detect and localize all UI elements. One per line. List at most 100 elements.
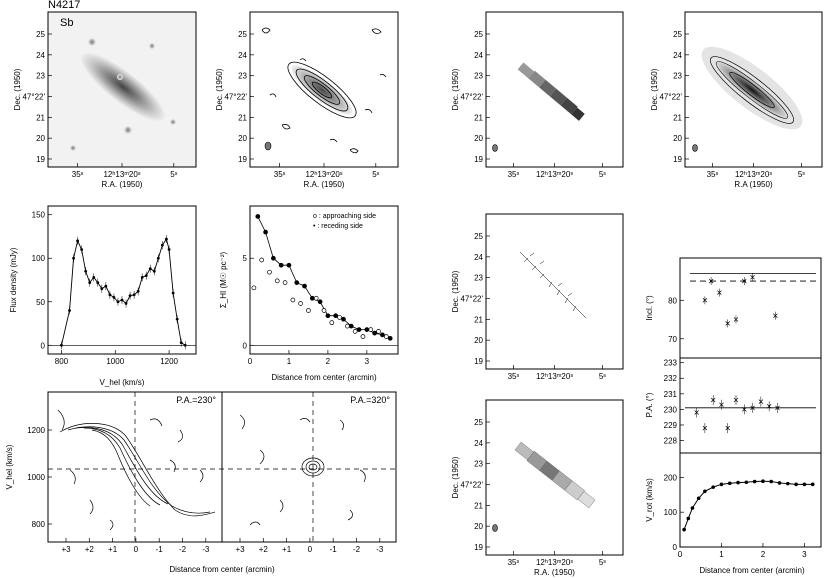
y-tick-label: 231 bbox=[664, 390, 678, 399]
receding-point bbox=[380, 332, 385, 338]
approaching-point bbox=[329, 320, 335, 326]
dec-tick-label: 47°22' bbox=[22, 93, 45, 102]
pv-offset-tick-label: -1 bbox=[330, 545, 338, 554]
dec-tick-label: 47°22' bbox=[460, 93, 483, 102]
y-tick-label: 233 bbox=[664, 359, 678, 368]
flux-density-axis-label: Flux density (mJy) bbox=[9, 247, 18, 312]
ra-tick-label: 12ʰ13ᵐ20ˢ bbox=[536, 170, 573, 179]
receding-point bbox=[333, 313, 339, 319]
receding-point bbox=[263, 229, 268, 235]
x-tick-label: 0 bbox=[678, 550, 683, 559]
rotation-point bbox=[719, 482, 724, 487]
pv-offset-tick-label: +1 bbox=[282, 545, 292, 554]
ra-tick-label: 12ʰ13ᵐ20ˢ bbox=[305, 170, 342, 179]
pv-offset-tick-label: -1 bbox=[156, 545, 164, 554]
dec-tick-label: 24 bbox=[673, 51, 682, 60]
dec-tick-label: 25 bbox=[474, 418, 483, 427]
ra-tick-label: 35ˢ bbox=[508, 558, 520, 567]
dec-axis-label: Dec. (1950) bbox=[13, 68, 22, 110]
dec-tick-label: 20 bbox=[474, 522, 483, 531]
rotation-point bbox=[810, 482, 815, 487]
y-tick-label: 80 bbox=[668, 296, 677, 305]
y-tick-label: 100 bbox=[664, 508, 678, 517]
rotation-point bbox=[794, 482, 798, 487]
dec-tick-label: 19 bbox=[36, 155, 45, 164]
receding-point bbox=[317, 299, 323, 305]
star-image bbox=[70, 145, 76, 151]
dec-tick-label: 20 bbox=[238, 134, 247, 143]
pv-offset-tick-label: +2 bbox=[85, 545, 95, 554]
dec-tick-label: 19 bbox=[474, 543, 483, 552]
ra-tick-label: 12ʰ13ᵐ20ˢ bbox=[735, 170, 772, 179]
dec-tick-label: 25 bbox=[36, 30, 45, 39]
dec-tick-label: 24 bbox=[474, 439, 483, 448]
pv-offset-tick-label: +3 bbox=[61, 545, 71, 554]
y-tick-label: 0 bbox=[243, 341, 248, 350]
approaching-point bbox=[306, 308, 311, 313]
pv-velocity-tick-label: 800 bbox=[32, 520, 46, 529]
star-image bbox=[117, 74, 123, 80]
star-image bbox=[124, 126, 132, 134]
rotation-point bbox=[761, 479, 765, 484]
galaxy-image bbox=[291, 65, 353, 115]
dec-tick-label: 24 bbox=[474, 51, 483, 60]
rotation-point bbox=[690, 506, 695, 510]
optical-image-panel: Sb bbox=[47, 11, 197, 168]
vrot-axis-label: V_rot (km/s) bbox=[645, 478, 654, 522]
approaching-point bbox=[352, 329, 358, 334]
receding-point bbox=[278, 262, 284, 268]
ra-tick-label: 35ˢ bbox=[508, 372, 520, 381]
surface-density-chart: 0 5 0 1 2 3 bbox=[243, 205, 399, 366]
pv-offset-tick-label: 0 bbox=[308, 545, 313, 554]
rotation-point bbox=[711, 485, 715, 489]
dec-tick-label: 20 bbox=[474, 336, 483, 345]
pv-offset-tick-label: +1 bbox=[108, 545, 118, 554]
dec-tick-label: 19 bbox=[673, 155, 682, 164]
ra-tick-label: 12ʰ13ᵐ20ˢ bbox=[536, 372, 573, 381]
rot-distance-axis-label: Distance from center (arcmin) bbox=[699, 566, 805, 575]
position-angle-chart: 228 229 230 231 232 233 bbox=[664, 357, 822, 454]
x-tick-label: 3 bbox=[802, 550, 807, 559]
hi-map-gradient bbox=[517, 62, 585, 121]
star-image bbox=[88, 38, 96, 46]
ra-axis-label: R.A. (1950) bbox=[304, 180, 345, 189]
approaching-point bbox=[259, 257, 265, 263]
pv-offset-tick-label: 0 bbox=[134, 545, 139, 554]
ra-axis-label: R.A. (1950) bbox=[102, 180, 143, 189]
vhel-axis-label: V_hel (km/s) bbox=[100, 378, 145, 387]
legend-approaching: o : approaching side bbox=[313, 213, 376, 220]
receding-point bbox=[309, 295, 315, 301]
dec-tick-label: 25 bbox=[474, 30, 483, 39]
pv-offset-tick-label: -2 bbox=[353, 545, 361, 554]
dec-tick-label: 47°22' bbox=[224, 93, 247, 102]
rotation-point bbox=[769, 479, 774, 484]
pv-vhel-axis-label: V_hel (km/s) bbox=[5, 444, 14, 489]
ra-axis-label: R.A (1950) bbox=[734, 180, 773, 189]
rotation-point bbox=[736, 480, 740, 485]
x-tick-label: 1200 bbox=[160, 357, 178, 366]
receding-point bbox=[271, 255, 276, 261]
dec-tick-label: 23 bbox=[474, 460, 483, 469]
velocity-field-panel bbox=[485, 213, 624, 370]
approaching-point bbox=[376, 329, 381, 334]
incl-axis-label: Incl. (°) bbox=[645, 295, 654, 321]
galaxy-image bbox=[80, 52, 166, 122]
dec-tick-label: 23 bbox=[474, 72, 483, 81]
dec-tick-label: 24 bbox=[474, 253, 483, 262]
beam-icon bbox=[492, 524, 498, 532]
legend-receding: • : receding side bbox=[313, 223, 363, 230]
dec-tick-label: 21 bbox=[238, 113, 247, 122]
hi-column-density-panel bbox=[684, 11, 823, 168]
x-tick-label: 1 bbox=[287, 357, 292, 366]
receding-point bbox=[294, 280, 300, 285]
approaching-point bbox=[282, 280, 288, 285]
approaching-point bbox=[360, 334, 366, 339]
dec-tick-label: 20 bbox=[673, 134, 682, 143]
position-velocity-panels: P.A.=230° P.A.=320° 1200 1000 800 +3 +2 +1 0 -1… bbox=[27, 391, 397, 554]
y-tick-label: 50 bbox=[36, 298, 45, 307]
approaching-point bbox=[267, 269, 272, 275]
rotation-point bbox=[696, 496, 701, 501]
dec-tick-label: 21 bbox=[474, 113, 483, 122]
